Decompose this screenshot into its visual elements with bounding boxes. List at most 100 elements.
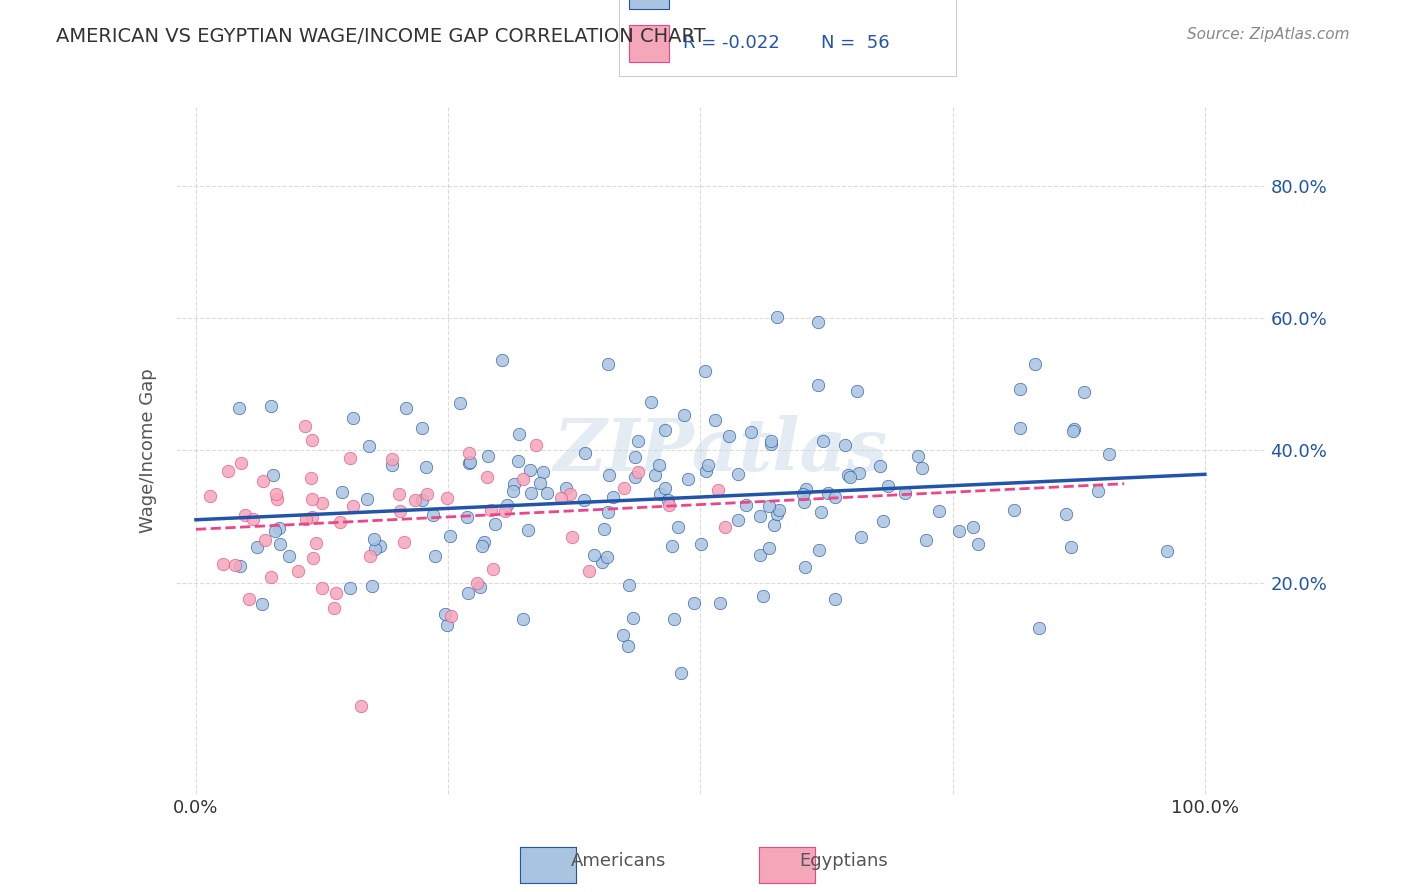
Point: [458, 455, 481, 469]
Point: [439, 608, 461, 623]
Point: [491, 353, 513, 368]
Point: [572, 493, 595, 508]
Point: [1028, 621, 1050, 635]
Text: Source: ZipAtlas.com: Source: ZipAtlas.com: [1187, 27, 1350, 42]
Point: [294, 512, 316, 526]
Point: [749, 548, 772, 562]
Point: [449, 396, 471, 410]
Point: [457, 457, 479, 471]
Point: [621, 611, 644, 625]
Point: [1087, 484, 1109, 499]
Text: ZIPatlas: ZIPatlas: [554, 415, 887, 486]
Point: [517, 523, 540, 537]
Point: [395, 401, 418, 416]
Point: [872, 514, 894, 528]
Text: Egyptians: Egyptians: [799, 852, 889, 870]
Point: [676, 472, 699, 486]
Point: [666, 520, 689, 534]
Point: [436, 491, 458, 505]
Point: [817, 485, 839, 500]
Point: [810, 505, 832, 519]
Point: [695, 364, 717, 378]
Point: [253, 533, 276, 547]
Point: [529, 475, 551, 490]
Point: [325, 586, 347, 600]
Point: [368, 539, 391, 553]
Point: [595, 550, 617, 565]
Point: [512, 472, 534, 486]
Point: [242, 512, 264, 526]
Text: AMERICAN VS EGYPTIAN WAGE/INCOME GAP CORRELATION CHART: AMERICAN VS EGYPTIAN WAGE/INCOME GAP COR…: [56, 27, 706, 45]
Point: [574, 446, 596, 460]
Point: [422, 508, 444, 523]
Point: [411, 493, 433, 508]
Point: [269, 536, 291, 550]
Point: [613, 481, 636, 495]
Point: [794, 559, 817, 574]
Point: [598, 505, 620, 519]
Point: [260, 399, 283, 413]
Point: [654, 423, 676, 437]
Point: [311, 496, 333, 510]
Point: [662, 612, 685, 626]
Point: [624, 450, 647, 464]
Point: [363, 532, 385, 546]
Point: [330, 485, 353, 500]
Point: [359, 549, 381, 564]
Point: [228, 401, 250, 416]
Point: [411, 421, 433, 435]
Point: [808, 543, 831, 558]
Point: [619, 577, 641, 591]
Point: [224, 558, 246, 572]
Point: [824, 490, 846, 504]
Point: [834, 438, 856, 452]
Point: [602, 490, 624, 504]
Point: [339, 450, 361, 465]
Point: [519, 463, 541, 477]
Point: [623, 470, 645, 484]
Point: [1098, 447, 1121, 461]
Point: [211, 558, 233, 572]
Point: [706, 483, 728, 497]
Point: [727, 467, 749, 481]
Point: [561, 530, 583, 544]
Point: [967, 537, 990, 551]
Point: [233, 508, 256, 522]
Point: [266, 492, 288, 507]
Point: [1060, 541, 1083, 555]
Point: [846, 384, 869, 398]
Point: [229, 559, 252, 574]
Point: [794, 482, 817, 496]
Point: [311, 581, 333, 595]
Point: [793, 495, 815, 509]
Point: [484, 517, 506, 532]
Point: [658, 498, 681, 512]
Point: [650, 486, 672, 500]
Point: [598, 468, 620, 483]
Point: [342, 499, 364, 513]
Point: [697, 458, 720, 473]
Point: [550, 491, 572, 506]
Point: [392, 535, 415, 549]
Point: [672, 409, 695, 423]
Point: [727, 512, 749, 526]
Point: [479, 502, 502, 516]
Point: [229, 456, 252, 470]
Point: [740, 425, 762, 439]
Point: [294, 419, 316, 434]
Point: [471, 539, 494, 553]
Point: [907, 449, 929, 463]
Point: [558, 487, 581, 501]
Point: [813, 434, 835, 449]
Point: [301, 509, 323, 524]
Point: [838, 470, 860, 484]
Point: [837, 468, 859, 483]
Point: [482, 561, 505, 575]
Point: [415, 459, 437, 474]
Point: [714, 520, 737, 534]
Point: [457, 586, 479, 600]
Point: [359, 439, 381, 453]
Point: [717, 429, 740, 443]
Point: [475, 470, 498, 484]
Point: [531, 465, 554, 479]
